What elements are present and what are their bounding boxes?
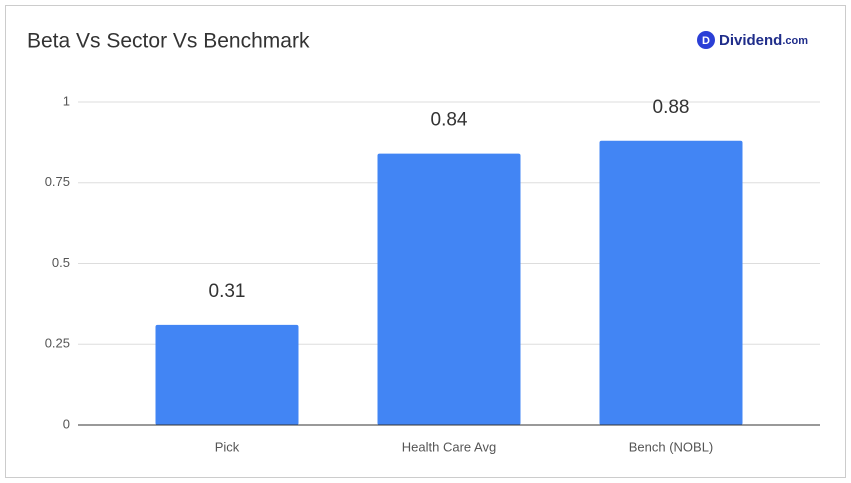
value-label: 0.88 [653,97,690,118]
logo-suffix: .com [782,35,808,47]
logo: D Dividend.com [697,31,808,49]
y-tick-label: 0.5 [52,255,70,270]
x-tick-label: Pick [215,439,240,454]
bar [377,153,521,425]
y-tick-label: 1 [63,93,70,108]
logo-name: Dividend.com [719,32,808,49]
y-tick-label: 0.75 [45,174,70,189]
x-tick-label: Bench (NOBL) [629,439,714,454]
chart-title: Beta Vs Sector Vs Benchmark [27,30,310,53]
logo-name-main: Dividend [719,32,782,49]
logo-icon: D [702,35,710,47]
x-tick-label: Health Care Avg [402,439,496,454]
bar [599,140,743,425]
y-tick-label: 0 [63,416,70,431]
y-tick-label: 0.25 [45,336,70,351]
logo-icon-circle [697,31,715,49]
bar [155,324,299,425]
value-label: 0.31 [209,281,246,302]
value-label: 0.84 [431,110,468,131]
